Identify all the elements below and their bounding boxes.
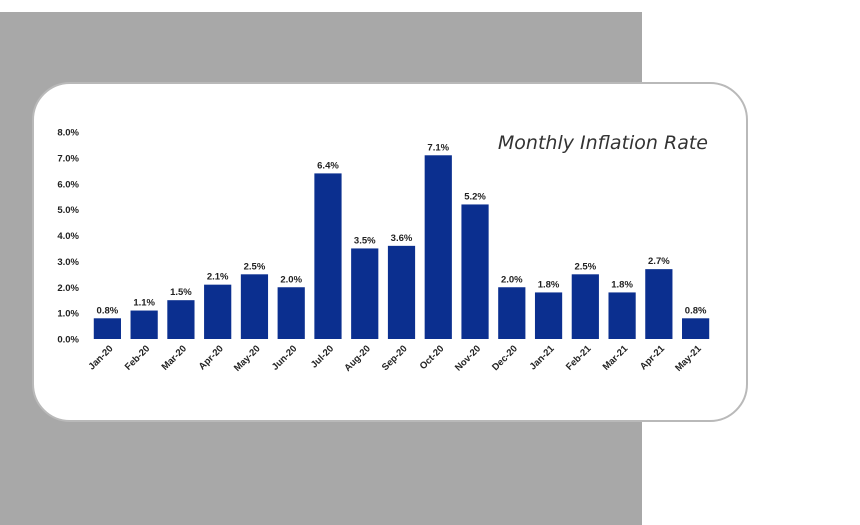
data-label: 2.0% bbox=[280, 274, 302, 285]
y-tick-label: 0.0% bbox=[57, 335, 79, 346]
y-tick-label: 7.0% bbox=[57, 153, 79, 164]
x-tick-label: Mar-20 bbox=[160, 343, 189, 372]
y-tick-label: 1.0% bbox=[57, 309, 79, 320]
bar-may-21 bbox=[682, 318, 710, 339]
bar-mar-20 bbox=[167, 300, 195, 339]
x-tick-label: Aug-20 bbox=[342, 343, 373, 374]
data-label: 3.5% bbox=[354, 235, 376, 246]
y-tick-label: 6.0% bbox=[57, 179, 79, 190]
x-tick-label: Feb-20 bbox=[123, 343, 152, 372]
data-label: 6.4% bbox=[317, 160, 339, 171]
data-label: 2.5% bbox=[574, 261, 596, 272]
y-tick-label: 2.0% bbox=[57, 283, 79, 294]
data-label: 0.8% bbox=[685, 305, 707, 316]
y-tick-label: 3.0% bbox=[57, 257, 79, 268]
x-tick-label: Jan-21 bbox=[528, 343, 558, 373]
data-label: 5.2% bbox=[464, 191, 486, 202]
x-tick-label: Sep-20 bbox=[380, 343, 410, 373]
chart-title: Monthly Inflation Rate bbox=[497, 132, 708, 154]
data-label: 2.0% bbox=[501, 274, 523, 285]
y-tick-label: 5.0% bbox=[57, 205, 79, 216]
data-label: 7.1% bbox=[427, 142, 449, 153]
bar-oct-20 bbox=[424, 155, 452, 339]
data-label: 2.1% bbox=[207, 272, 229, 283]
bar-apr-21 bbox=[645, 269, 673, 339]
bar-sep-20 bbox=[387, 245, 416, 339]
data-label: 1.8% bbox=[538, 279, 560, 290]
bar-jan-21 bbox=[534, 292, 563, 339]
bar-mar-21 bbox=[608, 292, 636, 339]
bar-feb-21 bbox=[571, 274, 599, 339]
x-tick-label: Jan-20 bbox=[86, 343, 115, 372]
bar-jul-20 bbox=[314, 173, 342, 339]
x-tick-label: Jun-20 bbox=[270, 343, 299, 372]
bar-jan-20 bbox=[93, 318, 121, 339]
x-tick-label: Nov-20 bbox=[453, 343, 483, 373]
y-tick-label: 4.0% bbox=[57, 231, 79, 242]
y-tick-label: 8.0% bbox=[57, 128, 79, 139]
x-tick-label: Feb-21 bbox=[564, 343, 594, 373]
data-label: 3.6% bbox=[391, 233, 413, 244]
data-label: 1.1% bbox=[133, 298, 155, 309]
data-label: 2.5% bbox=[244, 261, 266, 272]
data-label: 2.7% bbox=[648, 256, 670, 267]
x-tick-label: Jul-20 bbox=[309, 343, 336, 370]
data-label: 1.5% bbox=[170, 287, 192, 298]
x-tick-label: Apr-20 bbox=[197, 343, 226, 372]
bar-jun-20 bbox=[277, 287, 305, 339]
bar-chart: 0.0% 1.0% 2.0% 3.0% 4.0% 5.0% 6.0% 7.0% 8.0% 0.8%… bbox=[57, 128, 710, 374]
x-tick-label: Mar-21 bbox=[601, 343, 631, 373]
bar-dec-20 bbox=[498, 287, 526, 339]
bar-feb-20 bbox=[130, 310, 158, 339]
bar-nov-20 bbox=[461, 204, 489, 339]
x-tick-label: Oct-20 bbox=[418, 343, 447, 372]
bar-aug-20 bbox=[351, 248, 379, 339]
x-tick-label: Apr-21 bbox=[638, 343, 668, 373]
x-tick-label: May-21 bbox=[673, 343, 704, 374]
x-tick-label: Dec-20 bbox=[490, 343, 520, 373]
chart-card: Monthly Inflation Rate 0.0% 1.0% 2.0% 3.0% 4… bbox=[32, 82, 748, 422]
bar-may-20 bbox=[240, 274, 269, 339]
bar-apr-20 bbox=[204, 284, 232, 339]
x-tick-label: May-20 bbox=[232, 343, 263, 374]
data-label: 1.8% bbox=[611, 279, 633, 290]
data-label: 0.8% bbox=[97, 305, 119, 316]
